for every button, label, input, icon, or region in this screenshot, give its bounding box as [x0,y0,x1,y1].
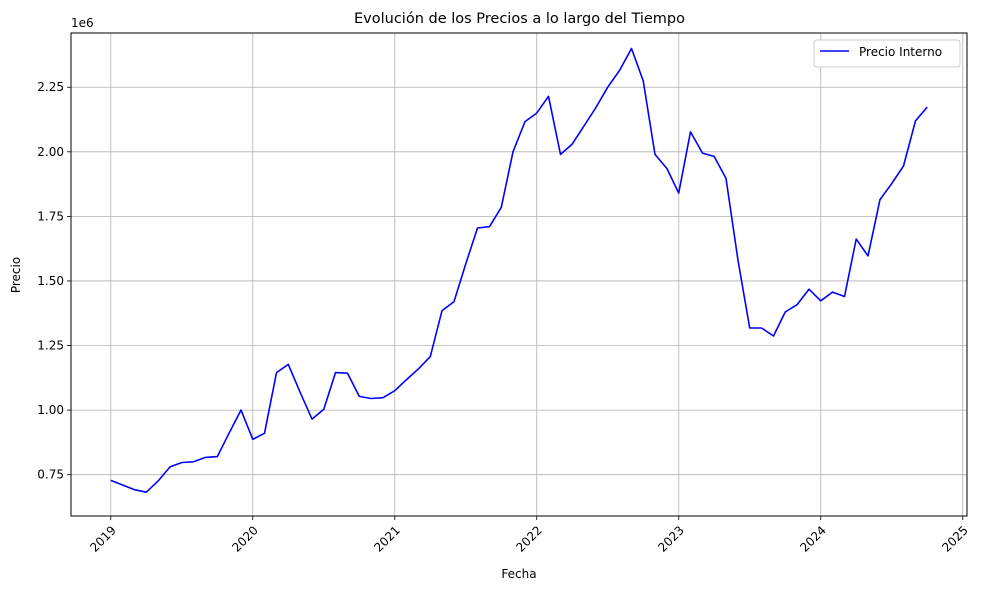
chart-title: Evolución de los Precios a lo largo del … [354,11,685,27]
y-tick-label: 0.75 [37,468,64,482]
y-tick-label: 2.25 [37,80,64,94]
y-tick-label: 2.00 [37,145,64,159]
y-offset-label: 1e6 [71,16,94,30]
y-tick-label: 1.00 [37,403,64,417]
y-tick-label: 1.75 [37,209,64,223]
grid [71,33,967,516]
legend-label-precio-interno: Precio Interno [859,45,942,59]
y-tick-label: 1.50 [37,274,64,288]
plot-frame [70,32,968,517]
legend: Precio Interno [813,39,961,68]
y-tick-label: 1.25 [37,339,64,353]
y-axis-ticks: 0.75 1.00 1.25 1.50 1.75 2.00 2.25 [37,80,71,482]
y-axis-title: Precio [9,257,23,293]
legend-box [813,39,961,68]
series-line-precio-interno [110,47,928,494]
series-layer [110,47,928,494]
x-axis-title: Fecha [501,567,536,581]
